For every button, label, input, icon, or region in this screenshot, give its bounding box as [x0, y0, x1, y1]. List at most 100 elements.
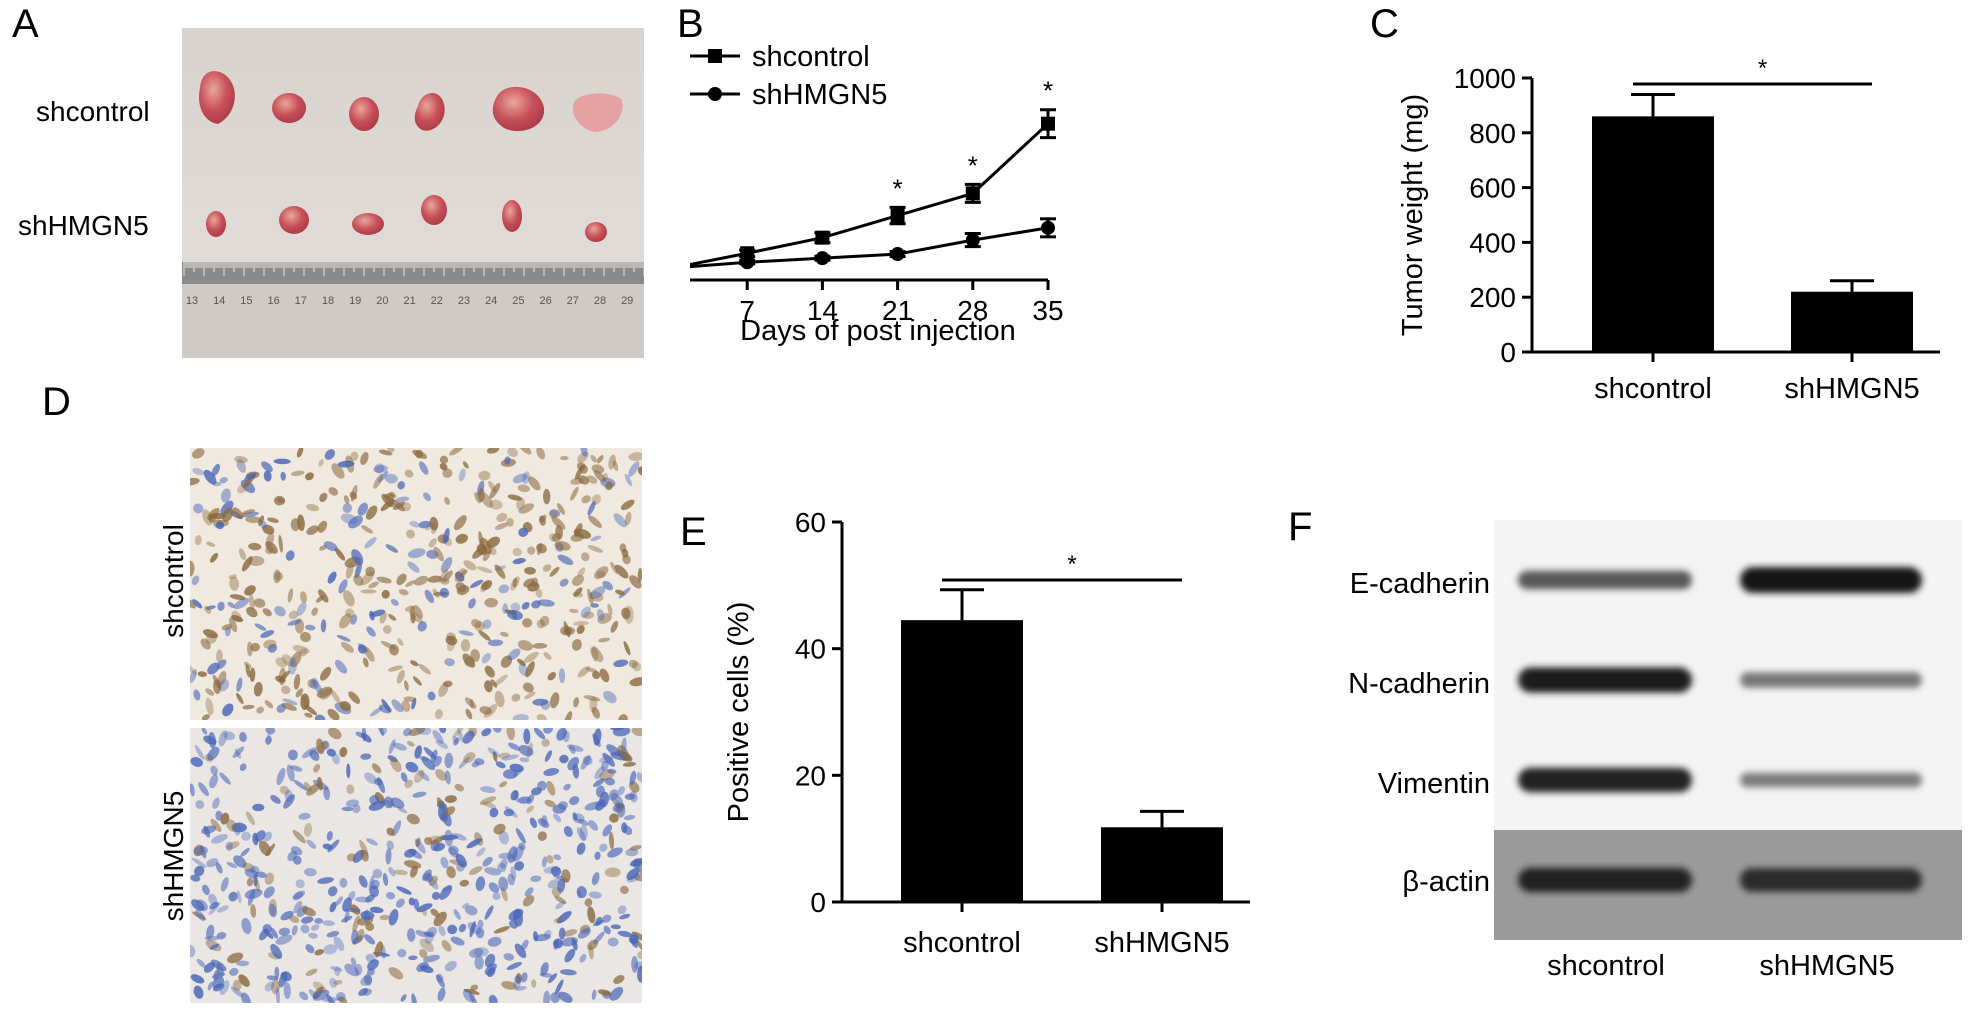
chart-b-series-line-shHMGN5 — [690, 226, 1049, 269]
ruler-number: 18 — [322, 295, 334, 307]
chart-c-marks — [1592, 82, 1913, 352]
ruler-number: 23 — [458, 295, 470, 307]
chart-b-series-line-shcontrol — [690, 122, 1050, 266]
ihc-image-shhmgn5 — [190, 728, 642, 1003]
tumor-photo: 13 14 15 16 17 18 19 20 21 22 23 24 25 26 27 28 29 — [182, 28, 644, 358]
chart-c-y-axis-label: Tumor weight (mg) — [1397, 94, 1429, 336]
chart-b-point-shcontrol — [1041, 116, 1055, 131]
chart-c-category-label: shcontrol — [1594, 373, 1712, 405]
chart-e-marks — [901, 578, 1223, 902]
chart-b-legend-label: shcontrol — [752, 41, 870, 73]
blot-band — [1740, 672, 1922, 688]
ruler-number: 25 — [512, 295, 524, 307]
panel-letter-d: D — [42, 380, 71, 424]
blot-group-shcontrol: shcontrol — [1547, 950, 1665, 982]
panel-letter-f: F — [1288, 505, 1313, 549]
panel-d-row-label-shhmgn5: shHMGN5 — [158, 790, 189, 922]
ruler-number: 29 — [621, 295, 633, 307]
blot-label-e-cadherin: E-cadherin — [1349, 568, 1490, 600]
chart-c-bar-shcontrol — [1592, 116, 1714, 352]
ruler-numbers: 13 14 15 16 17 18 19 20 21 22 23 24 25 26 27 28 29 — [186, 295, 633, 307]
panel-a: shcontrol shHMGN5 — [0, 0, 650, 370]
blot-band — [1518, 570, 1692, 590]
chart-c-y-tick-label: 400 — [1469, 227, 1516, 258]
chart-e-bar-shcontrol — [901, 620, 1023, 902]
ruler-number: 22 — [431, 295, 443, 307]
panel-f: E-cadherin N-cadherin Vimentin β-actin s… — [1300, 500, 1972, 1015]
chart-c-y-tick-label: 600 — [1469, 173, 1516, 204]
blot-band — [1740, 772, 1922, 788]
chart-c-significance-mark: * — [1758, 55, 1767, 82]
panel-letter-e: E — [680, 510, 707, 554]
chart-b-point-shHMGN5 — [890, 247, 905, 262]
blot-label-beta-actin: β-actin — [1402, 866, 1490, 898]
blot-band — [1740, 567, 1922, 593]
ruler-number: 24 — [485, 295, 497, 307]
ruler-number: 20 — [376, 295, 388, 307]
blot-label-n-cadherin: N-cadherin — [1348, 668, 1490, 700]
panel-a-row-label-shhmgn5: shHMGN5 — [18, 210, 149, 241]
ruler-number: 26 — [539, 295, 551, 307]
chart-b-tumor-volume: 0500100015000714212835Days of post injec… — [690, 41, 1064, 347]
chart-b-point-shHMGN5 — [965, 233, 980, 248]
chart-e-y-axis-label: Positive cells (%) — [723, 602, 755, 823]
chart-c-bar-shHMGN5 — [1791, 291, 1913, 352]
chart-e-y-tick-label: 0 — [810, 887, 826, 918]
chart-b-point-shcontrol — [815, 230, 830, 245]
ihc-image-shcontrol — [190, 448, 642, 720]
chart-c-y-tick-label: 200 — [1469, 282, 1516, 313]
ruler-number: 16 — [267, 295, 279, 307]
chart-b-x-tick-label: 7 — [739, 295, 755, 326]
ruler-number: 15 — [240, 295, 252, 307]
ruler-number: 14 — [213, 295, 225, 307]
chart-b-point-shHMGN5 — [740, 255, 755, 270]
chart-b-x-tick-label: 28 — [957, 295, 988, 326]
chart-b-x-axis-label: Days of post injection — [740, 315, 1016, 347]
chart-e-bar-shHMGN5 — [1101, 827, 1223, 902]
ruler-number: 19 — [349, 295, 361, 307]
blot-band — [1518, 867, 1692, 893]
panel-letter-c: C — [1370, 2, 1399, 46]
panel-d-row-label-shcontrol: shcontrol — [158, 524, 189, 638]
chart-b-point-shHMGN5 — [1041, 220, 1055, 235]
ruler-number: 13 — [186, 295, 198, 307]
panel-a-row-label-shcontrol: shcontrol — [36, 96, 150, 127]
blot-band — [1518, 767, 1692, 793]
chart-b-significance-mark: * — [893, 173, 903, 203]
chart-e-text: 0 20 40 60 shcontrol shHMGN5 Positive cells (%… — [723, 507, 1230, 959]
chart-b-legend-label: shHMGN5 — [752, 79, 887, 111]
chart-e-y-tick-label: 20 — [795, 760, 826, 791]
chart-b-axes — [690, 278, 1050, 290]
blot-band — [1518, 667, 1692, 693]
chart-e-y-tick-label: 60 — [795, 507, 826, 538]
chart-b-x-tick-label: 21 — [882, 295, 913, 326]
chart-e-positive-cells: 0 20 40 60 shcontrol shHMGN5 Positive cells (%… — [723, 507, 1250, 959]
chart-b-significance-mark: * — [968, 150, 978, 180]
tumors-shcontrol — [198, 71, 623, 132]
ruler-number: 28 — [594, 295, 606, 307]
chart-e-category-label: shcontrol — [903, 927, 1021, 959]
tumors-shhmgn5 — [206, 195, 607, 242]
chart-e-significance-mark: * — [1067, 551, 1076, 578]
chart-c-text: 0 200 400 600 800 1000 shcontrol shHMGN5 Tumor w… — [1397, 55, 1920, 405]
ruler-number: 27 — [567, 295, 579, 307]
chart-b-text: 0500100015000714212835Days of post injec… — [690, 41, 1064, 347]
western-blot — [1494, 520, 1962, 940]
ruler-number: 21 — [403, 295, 415, 307]
chart-b-x-tick-label: 14 — [807, 295, 838, 326]
chart-b-legend-marker — [708, 87, 722, 101]
chart-b-point-shHMGN5 — [815, 251, 830, 266]
blot-group-shhmgn5: shHMGN5 — [1759, 950, 1895, 982]
ruler-ticks — [183, 262, 644, 276]
chart-c-tumor-weight: 0 200 400 600 800 1000 shcontrol shHMGN5 Tumor w… — [1397, 55, 1940, 405]
chart-b-point-shcontrol — [965, 186, 980, 201]
chart-b-legend-marker — [708, 49, 722, 63]
chart-c-y-tick-label: 0 — [1500, 337, 1516, 368]
chart-b-x-tick-label: 35 — [1032, 295, 1063, 326]
panel-letter-a: A — [12, 2, 39, 46]
ruler-number: 17 — [295, 295, 307, 307]
chart-e-y-tick-label: 40 — [795, 634, 826, 665]
panel-letter-b: B — [677, 2, 704, 46]
blot-band — [1740, 868, 1922, 892]
panel-d: shcontrol shHMGN5 — [0, 430, 660, 1015]
